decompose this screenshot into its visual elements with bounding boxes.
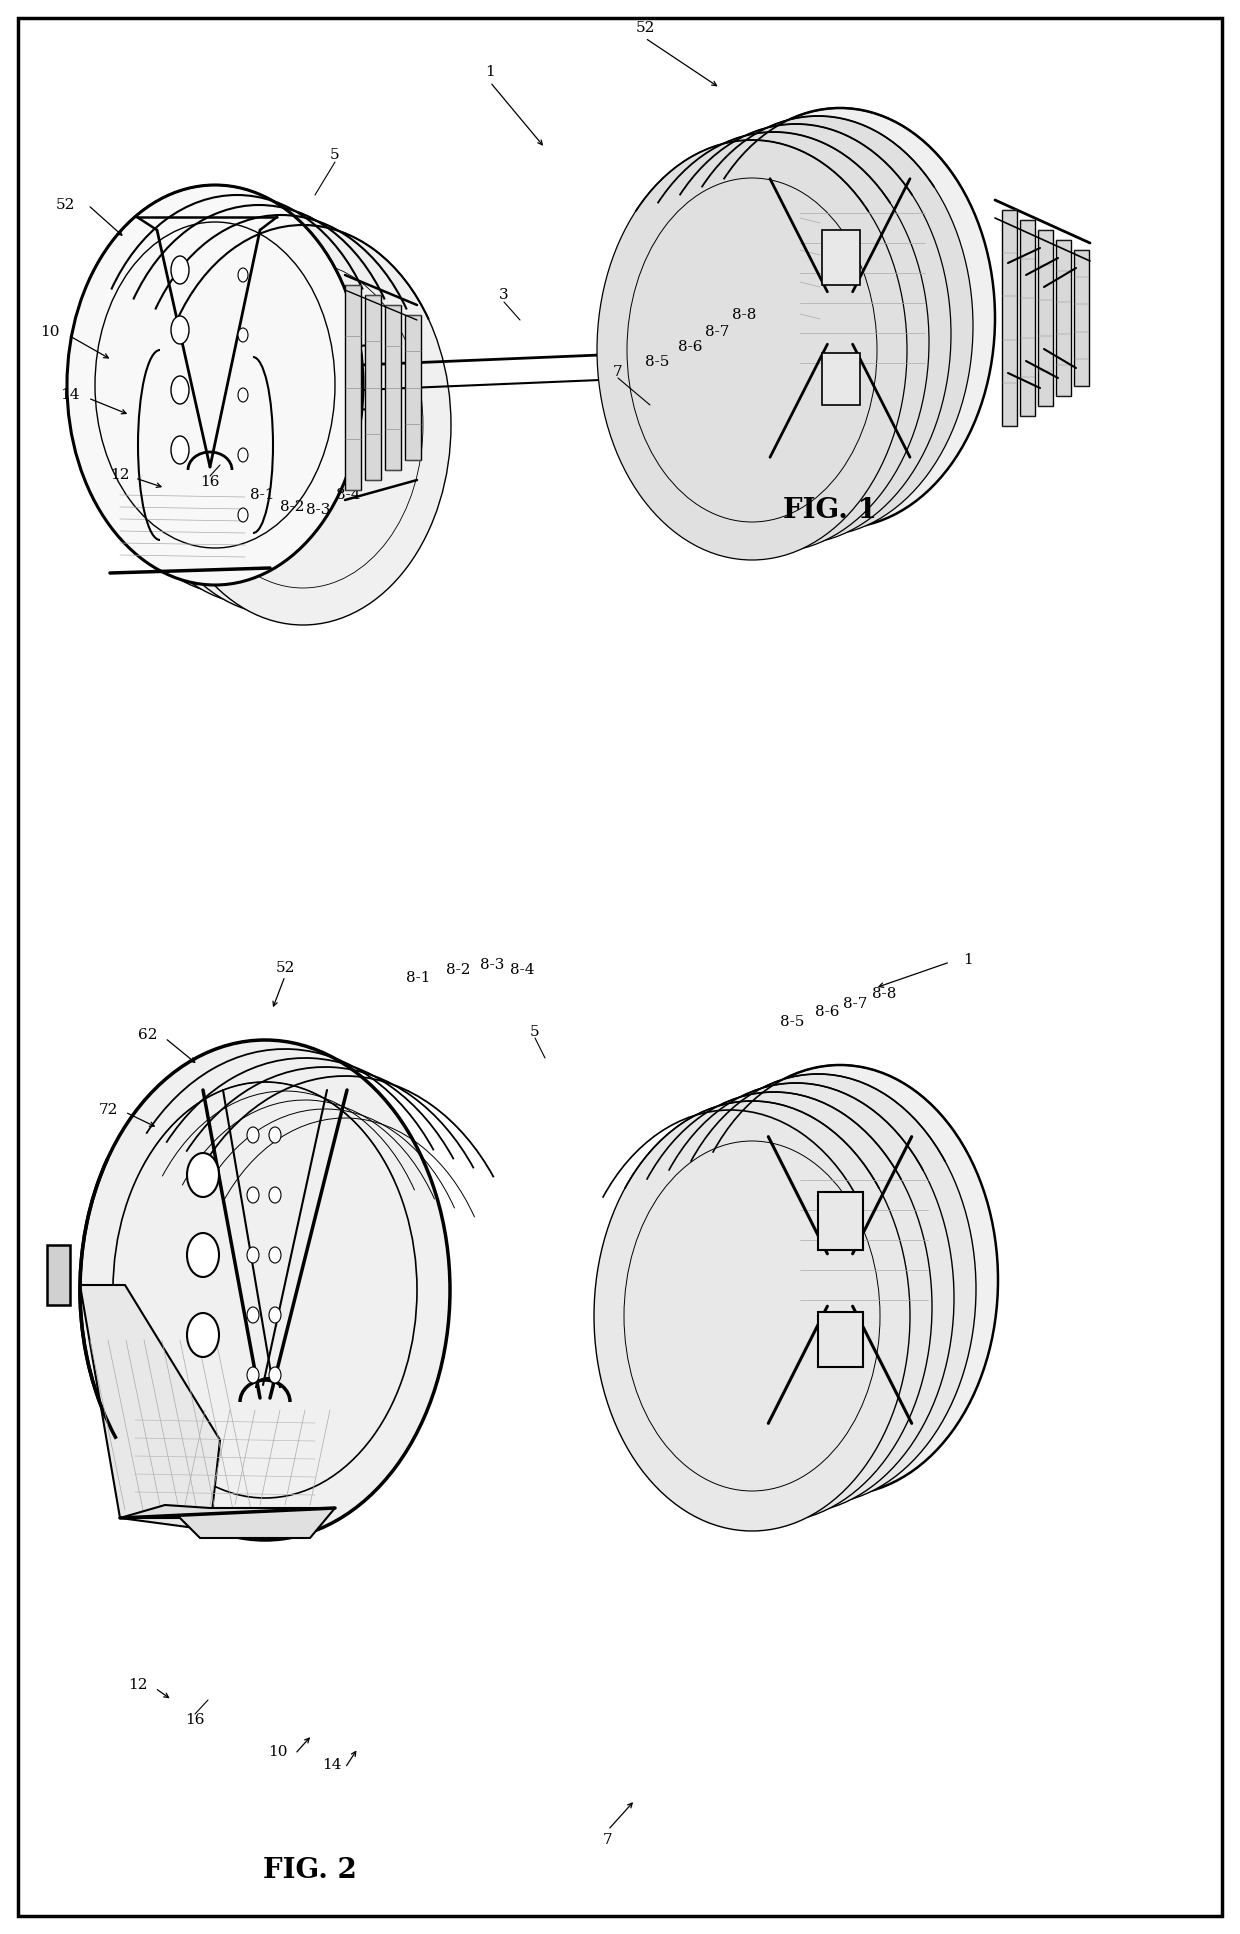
Text: 8-6: 8-6 xyxy=(815,1006,839,1019)
Polygon shape xyxy=(47,1245,69,1305)
Ellipse shape xyxy=(247,1367,259,1383)
Text: 7: 7 xyxy=(603,1833,613,1847)
Text: 5: 5 xyxy=(330,149,340,162)
Ellipse shape xyxy=(89,195,384,596)
Text: 8-2: 8-2 xyxy=(280,501,304,514)
Text: FIG. 1: FIG. 1 xyxy=(784,497,877,524)
Ellipse shape xyxy=(594,1100,910,1532)
Ellipse shape xyxy=(238,269,248,282)
Bar xyxy=(384,306,401,470)
Text: 8-1: 8-1 xyxy=(249,487,274,503)
Polygon shape xyxy=(120,1505,335,1538)
Ellipse shape xyxy=(67,186,363,584)
Ellipse shape xyxy=(117,232,357,559)
Text: 8-5: 8-5 xyxy=(780,1015,805,1029)
Bar xyxy=(365,296,381,480)
Text: 16: 16 xyxy=(185,1714,205,1727)
Ellipse shape xyxy=(171,435,188,464)
Ellipse shape xyxy=(596,139,906,561)
Text: FIG. 2: FIG. 2 xyxy=(263,1857,357,1884)
Bar xyxy=(1021,220,1035,416)
Bar xyxy=(1074,249,1089,387)
Text: 16: 16 xyxy=(200,476,219,489)
Text: 5: 5 xyxy=(531,1025,539,1039)
Text: 12: 12 xyxy=(128,1679,148,1692)
Ellipse shape xyxy=(616,1093,932,1522)
Ellipse shape xyxy=(171,315,188,344)
Text: 72: 72 xyxy=(98,1102,118,1118)
Ellipse shape xyxy=(247,1247,259,1263)
Text: 52: 52 xyxy=(275,961,295,975)
Text: 12: 12 xyxy=(110,468,130,482)
Ellipse shape xyxy=(247,1307,259,1323)
Text: 62: 62 xyxy=(138,1029,157,1042)
Text: 14: 14 xyxy=(61,389,79,402)
Ellipse shape xyxy=(184,261,423,588)
Bar xyxy=(1038,230,1053,406)
Text: 8-8: 8-8 xyxy=(732,308,756,321)
Text: 14: 14 xyxy=(322,1758,342,1772)
Bar xyxy=(818,1311,863,1367)
Text: 8-7: 8-7 xyxy=(706,325,729,338)
Text: 8-4: 8-4 xyxy=(336,487,361,503)
Ellipse shape xyxy=(238,509,248,522)
Ellipse shape xyxy=(269,1187,281,1203)
Ellipse shape xyxy=(238,329,248,342)
Text: 8-2: 8-2 xyxy=(445,963,470,977)
Ellipse shape xyxy=(187,1313,219,1358)
Ellipse shape xyxy=(269,1128,281,1143)
Bar xyxy=(405,315,422,460)
Ellipse shape xyxy=(171,255,188,284)
Ellipse shape xyxy=(269,1367,281,1383)
Text: 52: 52 xyxy=(635,21,655,35)
Ellipse shape xyxy=(247,1128,259,1143)
Text: 8-4: 8-4 xyxy=(510,963,534,977)
Ellipse shape xyxy=(139,242,379,569)
Text: 8-7: 8-7 xyxy=(843,998,867,1011)
Bar xyxy=(345,284,361,489)
Text: 8-3: 8-3 xyxy=(480,957,505,973)
Ellipse shape xyxy=(238,449,248,462)
Ellipse shape xyxy=(112,205,407,605)
Ellipse shape xyxy=(247,1187,259,1203)
Ellipse shape xyxy=(269,1247,281,1263)
Polygon shape xyxy=(81,1284,219,1530)
Bar xyxy=(822,354,861,404)
Ellipse shape xyxy=(238,389,248,402)
Ellipse shape xyxy=(187,1234,219,1276)
Text: 1: 1 xyxy=(963,953,973,967)
Ellipse shape xyxy=(663,116,973,536)
Text: 8-8: 8-8 xyxy=(872,986,897,1002)
Ellipse shape xyxy=(161,251,401,578)
Text: 8-1: 8-1 xyxy=(405,971,430,984)
Ellipse shape xyxy=(269,1307,281,1323)
Bar xyxy=(1002,211,1017,425)
Ellipse shape xyxy=(171,375,188,404)
Text: 3: 3 xyxy=(500,288,508,302)
Bar xyxy=(822,230,861,284)
Text: 7: 7 xyxy=(614,366,622,379)
Ellipse shape xyxy=(155,224,451,625)
Text: 10: 10 xyxy=(40,325,60,338)
Ellipse shape xyxy=(81,1040,450,1539)
Bar xyxy=(818,1191,863,1249)
Ellipse shape xyxy=(639,1083,954,1512)
Bar xyxy=(1056,240,1071,396)
Ellipse shape xyxy=(641,124,951,543)
Text: 8-6: 8-6 xyxy=(678,340,703,354)
Text: 52: 52 xyxy=(56,197,74,213)
Text: 8-5: 8-5 xyxy=(645,356,670,369)
Ellipse shape xyxy=(682,1066,998,1495)
Ellipse shape xyxy=(133,215,429,615)
Ellipse shape xyxy=(619,132,929,551)
Text: 1: 1 xyxy=(485,66,495,79)
Text: 8-3: 8-3 xyxy=(306,503,330,516)
Ellipse shape xyxy=(660,1073,976,1505)
Ellipse shape xyxy=(187,1153,219,1197)
Text: 10: 10 xyxy=(268,1744,288,1760)
Ellipse shape xyxy=(684,108,994,528)
